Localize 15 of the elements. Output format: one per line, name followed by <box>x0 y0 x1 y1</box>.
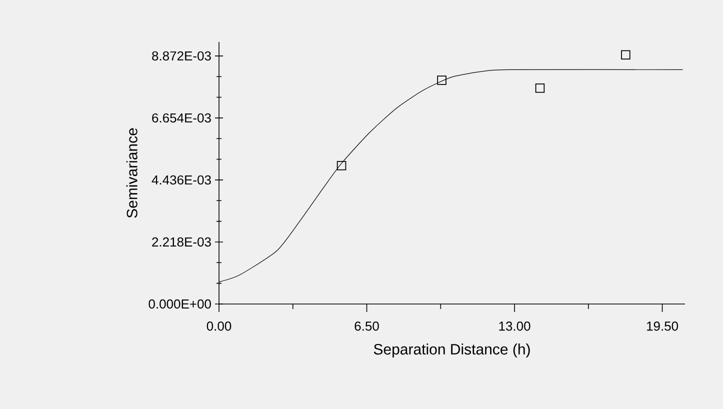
x-tick-label: 0.00 <box>206 322 232 331</box>
point <box>621 50 630 60</box>
y-tick-label: 4.436E-03 <box>152 175 211 185</box>
y-tick-label: 2.218E-03 <box>152 237 211 247</box>
point <box>535 83 545 93</box>
x-tick-label: 19.50 <box>646 322 678 331</box>
y-axis-title: Semivariance <box>126 128 138 218</box>
y-tick-label: 8.872E-03 <box>152 51 211 61</box>
x-tick-label: 13.00 <box>499 322 530 331</box>
x-tick-label: 6.50 <box>354 322 379 331</box>
x-axis-title: Separation Distance (h) <box>374 344 530 358</box>
y-tick-label: 0.000E+00 <box>148 299 211 309</box>
point <box>336 160 346 170</box>
point <box>437 76 446 85</box>
y-tick-label: 6.654E-03 <box>152 113 211 123</box>
